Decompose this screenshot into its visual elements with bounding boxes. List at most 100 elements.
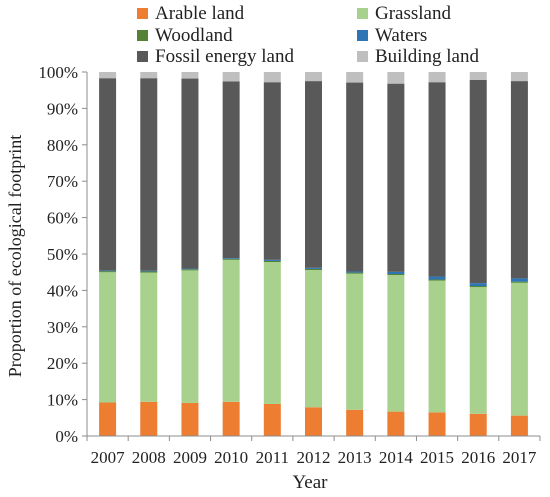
legend-swatch	[357, 51, 368, 62]
bar-segment	[510, 282, 528, 416]
bar-segment	[263, 262, 281, 404]
bar-segment	[140, 78, 158, 271]
bar-segment	[305, 270, 322, 408]
legend-label: Fossil energy land	[155, 46, 294, 67]
bar-segment	[387, 275, 405, 412]
x-axis: 2007 2008 2009 2010 2011 2012 2013 2014 2015 2016…	[86, 435, 541, 467]
bar-segment	[140, 401, 158, 436]
bar-segment	[469, 80, 487, 284]
bar-segment	[428, 276, 446, 280]
bar-segment	[99, 72, 117, 79]
bar-segment	[346, 273, 364, 410]
y-tick-label: 80%	[47, 136, 78, 155]
legend-item: Arable land	[137, 3, 245, 24]
bar-stack-2011	[263, 72, 281, 436]
bar-segment	[305, 72, 322, 82]
bar-segment	[263, 72, 281, 83]
y-tick-label: 100%	[38, 63, 78, 82]
legend-label: Grassland	[375, 3, 451, 24]
legend-item: Grassland	[357, 3, 451, 24]
x-tick-label: 2007	[91, 448, 126, 467]
bar-segment	[181, 402, 199, 436]
x-tick-label: 2016	[461, 448, 495, 467]
bar-segment	[140, 72, 158, 79]
bar-segment	[99, 272, 117, 403]
bar-segment	[222, 259, 240, 402]
x-tick-label: 2017	[502, 448, 537, 467]
bar-segment	[428, 82, 446, 277]
bar-segment	[305, 407, 322, 436]
y-tick-label: 10%	[47, 391, 78, 410]
bar-stack-2007	[99, 72, 117, 436]
bar-stack-2012	[305, 72, 322, 436]
bar-segment	[387, 274, 405, 276]
bar-segment	[469, 287, 487, 414]
legend-label: Arable land	[155, 3, 245, 24]
bar-segment	[181, 269, 199, 271]
bar-segment	[469, 413, 487, 436]
legend-swatch	[137, 30, 148, 41]
x-tick-label: 2014	[379, 448, 414, 467]
bar-segment	[346, 72, 364, 83]
bar-segment	[222, 401, 240, 436]
bar-segment	[469, 286, 487, 288]
y-tick-label: 30%	[47, 318, 78, 337]
bar-stack-2015	[428, 72, 446, 436]
bar-segment	[428, 279, 446, 281]
bar-stack-2009	[181, 72, 199, 436]
legend-label: Woodland	[155, 25, 233, 46]
bar-segment	[181, 268, 199, 270]
bar-segment	[140, 272, 158, 402]
bar-segment	[99, 78, 117, 271]
legend-item: Woodland	[137, 25, 233, 46]
bar-segment	[263, 259, 281, 261]
bar-stack-2008	[140, 72, 158, 436]
bar-segment	[140, 270, 158, 272]
bar-segment	[222, 72, 240, 82]
x-tick-label: 2010	[214, 448, 248, 467]
bar-segment	[510, 281, 528, 283]
bar-segment	[305, 81, 322, 268]
legend-swatch	[137, 51, 148, 62]
bar-stack-2013	[346, 72, 364, 436]
bar-segment	[428, 280, 446, 413]
y-tick-label: 70%	[47, 172, 78, 191]
x-axis-label: Year	[292, 472, 328, 493]
bar-segment	[428, 412, 446, 436]
bar-stack-2016	[469, 72, 487, 436]
bar-segment	[181, 270, 199, 403]
bar-segment	[387, 72, 405, 84]
bar-segment	[428, 72, 446, 83]
bar-segment	[387, 411, 405, 436]
bar-segment	[346, 409, 364, 436]
x-tick-label: 2015	[420, 448, 454, 467]
bar-segment	[346, 272, 364, 274]
bar-segment	[99, 271, 117, 273]
bar-segment	[346, 82, 364, 272]
bar-segment	[469, 72, 487, 81]
bar-stack-2010	[222, 72, 240, 436]
legend-label: Waters	[375, 25, 427, 46]
y-axis: 0% 10% 20% 30% 40% 50% 60% 70% 80% 90% 100%	[38, 63, 88, 446]
bar-segment	[510, 72, 528, 82]
legend-swatch	[357, 8, 368, 19]
bar-segment	[346, 271, 364, 273]
bar-stack-2014	[387, 72, 405, 436]
y-tick-label: 90%	[47, 99, 78, 118]
bar-segment	[469, 283, 487, 287]
bar-segment	[510, 278, 528, 282]
legend-swatch	[357, 30, 368, 41]
legend-swatch	[137, 8, 148, 19]
bar-segment	[99, 402, 117, 436]
bar-segment	[222, 258, 240, 260]
bar-segment	[510, 81, 528, 279]
bar-segment	[510, 415, 528, 436]
legend: Arable land Grassland Woodland Waters Fossil…	[137, 3, 479, 67]
x-tick-label: 2012	[297, 448, 331, 467]
bar-segment	[181, 72, 199, 79]
bar-segment	[222, 258, 240, 259]
bar-segment	[305, 268, 322, 271]
bar-segment	[263, 403, 281, 436]
bar-segment	[263, 260, 281, 263]
